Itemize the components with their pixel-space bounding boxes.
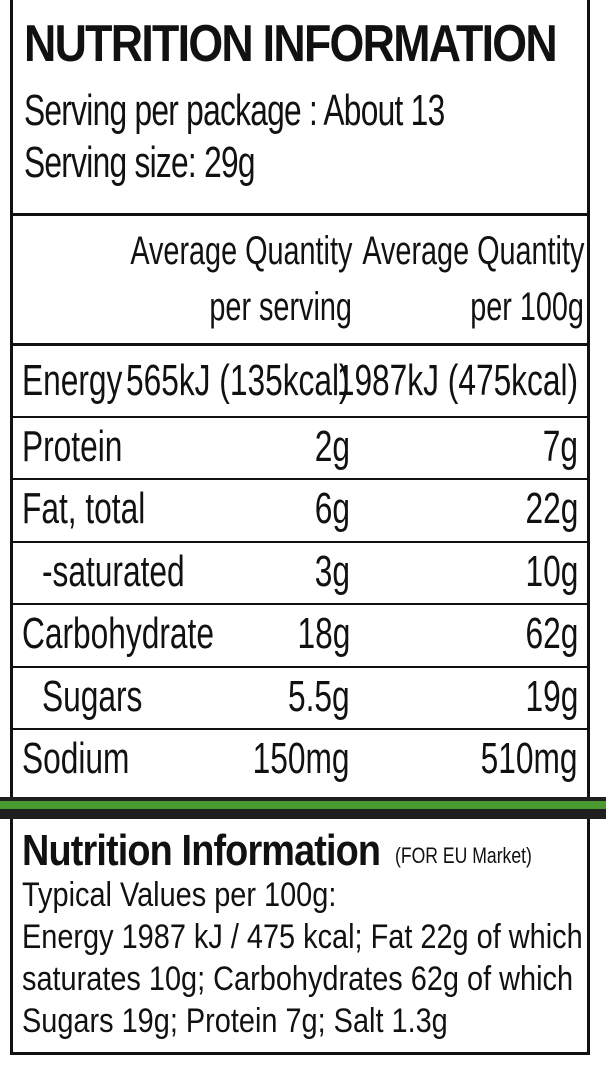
per-100g-value: 19g [525,672,578,721]
eu-text-line: Sugars 19g; Protein 7g; Salt 1.3g [22,1002,448,1040]
table-row: Sodium 150mg 510mg [10,730,590,792]
table-row: Carbohydrate 18g 62g [10,605,590,667]
serving-size: Serving size: 29g [24,138,256,187]
eu-market-note: (FOR EU Market) [395,843,532,868]
col-per-100g-line2: per 100g [470,285,584,329]
green-stripe [0,801,606,809]
col-per-100g-line1: Average Quantity [361,229,584,273]
row-divider [10,666,590,668]
row-divider [10,728,590,730]
per-serving-value: 6g [314,484,350,533]
column-header-divider [10,343,590,346]
per-100g-value: 62g [525,609,578,658]
servings-per-package: Serving per package : About 13 [24,86,445,135]
table-row: Energy 565kJ (135kcal) 1987kJ (475kcal) [10,352,590,414]
per-100g-value: 1987kJ (475kcal) [336,356,578,405]
row-divider [10,478,590,480]
row-divider [10,416,590,418]
table-row: -saturated 3g 10g [10,543,590,605]
section-separator [0,797,606,819]
eu-text-line: Typical Values per 100g: [22,876,337,914]
per-100g-value: 22g [525,484,578,533]
per-100g-value: 510mg [481,734,578,783]
table-row: Fat, total 6g 22g [10,480,590,542]
per-100g-value: 7g [542,422,578,471]
per-serving-value: 150mg [253,734,350,783]
col-per-serving-line1: Average Quantity [129,229,352,273]
row-label: Sugars [42,672,143,721]
page-title: NUTRITION INFORMATION [24,15,558,73]
row-divider [10,541,590,543]
col-per-serving-line2: per serving [209,285,352,329]
per-100g-value: 10g [525,547,578,596]
row-label: Sodium [22,734,130,783]
row-divider [10,603,590,605]
eu-text-line: Energy 1987 kJ / 475 kcal; Fat 22g of wh… [22,918,583,956]
nutrition-panel [10,0,590,1055]
row-label: Protein [22,422,123,471]
row-label: Fat, total [22,484,146,533]
per-serving-value: 18g [297,609,350,658]
eu-section-title: Nutrition Information [22,826,381,875]
row-label: Energy [22,356,123,405]
table-row: Sugars 5.5g 19g [10,668,590,730]
row-label: -saturated [42,547,185,596]
per-serving-value: 5.5g [288,672,350,721]
per-serving-value: 2g [314,422,350,471]
eu-text-line: saturates 10g; Carbohydrates 62g of whic… [22,960,574,998]
table-row: Protein 2g 7g [10,418,590,480]
header-divider [10,213,590,216]
per-serving-value: 565kJ (135kcal) [126,356,350,405]
row-label: Carbohydrate [22,609,214,658]
per-serving-value: 3g [314,547,350,596]
